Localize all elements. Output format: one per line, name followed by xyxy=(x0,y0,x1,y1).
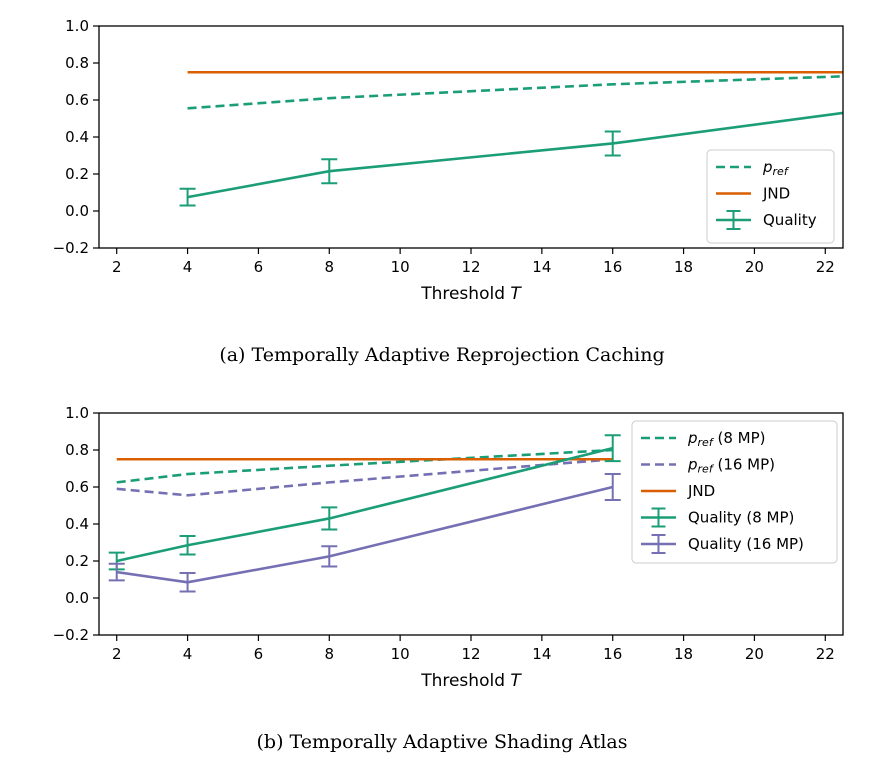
error-bar xyxy=(179,187,196,207)
y-tick-label: 0.2 xyxy=(65,552,89,570)
x-tick-label: 12 xyxy=(461,258,480,276)
error-bar xyxy=(604,473,621,501)
x-tick-label: 14 xyxy=(532,258,551,276)
x-tick-label: 12 xyxy=(461,645,480,663)
x-tick-label: 8 xyxy=(325,258,335,276)
chart-b: 2 4 6 8 10 12 14 16 18 20 22 −0.2 0.0 0.2 0.4 0.6 0.8 1.0… xyxy=(53,404,844,753)
legend: pref JND Quality xyxy=(706,149,835,244)
x-tick-label: 20 xyxy=(745,645,764,663)
error-bar xyxy=(604,434,621,463)
legend-label: pref xyxy=(762,158,790,178)
series-line-0 xyxy=(187,75,843,110)
legend-label: JND xyxy=(687,482,715,500)
error-bar xyxy=(321,506,338,531)
legend: pref (8 MP) pref (16 MP) JND Quality (8 MP)… xyxy=(631,420,838,564)
error-bar xyxy=(108,562,125,582)
legend-item: Quality xyxy=(716,210,817,230)
x-axis-label: Threshold T xyxy=(420,671,522,691)
y-tick-label: 0.2 xyxy=(65,165,89,183)
chart-a: 2 4 6 8 10 12 14 16 18 20 22 −0.2 0.0 0.2 0.4 0.6 0.8 1.0… xyxy=(53,17,844,366)
x-tick-label: 22 xyxy=(816,258,835,276)
legend-item: JND xyxy=(641,482,715,500)
y-tick-label: 0.6 xyxy=(65,91,89,109)
legend-label: pref (16 MP) xyxy=(687,456,775,476)
legend-label: Quality xyxy=(763,211,817,229)
error-bar xyxy=(321,545,338,568)
legend-label: pref (8 MP) xyxy=(687,429,765,449)
x-axis-label: Threshold T xyxy=(420,284,522,304)
y-tick-label: 0.8 xyxy=(65,54,89,72)
x-tick-label: 16 xyxy=(603,645,622,663)
x-tick-label: 20 xyxy=(745,258,764,276)
y-tick-label: 0.0 xyxy=(65,589,89,607)
y-tick-label: 0.8 xyxy=(65,441,89,459)
x-tick-label: 18 xyxy=(674,258,693,276)
legend-label: Quality (16 MP) xyxy=(688,535,804,553)
y-tick-label: 0.4 xyxy=(65,515,89,533)
legend-item: pref (8 MP) xyxy=(641,429,765,449)
legend-label: JND xyxy=(762,185,790,203)
x-tick-label: 4 xyxy=(183,258,193,276)
y-tick-label: 0.6 xyxy=(65,478,89,496)
chart-caption: (a) Temporally Adaptive Reprojection Cac… xyxy=(219,344,664,366)
legend-item: pref xyxy=(716,158,790,178)
axes-frame xyxy=(98,25,844,249)
y-tick-label: 0.4 xyxy=(65,128,89,146)
error-bar xyxy=(179,535,196,556)
series-line-2 xyxy=(187,111,843,199)
y-tick-label: −0.2 xyxy=(53,239,89,257)
plot-area xyxy=(179,70,843,207)
x-tick-label: 16 xyxy=(603,258,622,276)
x-tick-label: 18 xyxy=(674,645,693,663)
legend-item: pref (16 MP) xyxy=(641,456,775,476)
series-line-3 xyxy=(116,446,614,563)
x-tick-label: 6 xyxy=(254,258,264,276)
x-tick-label: 22 xyxy=(816,645,835,663)
legend-item: JND xyxy=(716,185,790,203)
series-line-0 xyxy=(116,448,613,484)
x-tick-label: 8 xyxy=(325,645,335,663)
legend-item: Quality (8 MP) xyxy=(641,507,794,528)
y-tick-label: −0.2 xyxy=(53,626,89,644)
y-tick-label: 1.0 xyxy=(65,17,89,35)
axes-frame xyxy=(98,412,844,636)
x-tick-label: 14 xyxy=(532,645,551,663)
series-line-1 xyxy=(116,457,613,497)
x-tick-label: 10 xyxy=(391,258,410,276)
error-bar xyxy=(179,572,196,593)
error-bar xyxy=(321,158,338,185)
y-tick-label: 0.0 xyxy=(65,202,89,220)
x-tick-label: 2 xyxy=(112,645,122,663)
chart-caption: (b) Temporally Adaptive Shading Atlas xyxy=(257,731,628,753)
legend-item: Quality (16 MP) xyxy=(641,534,804,554)
x-tick-label: 4 xyxy=(183,645,193,663)
legend-box xyxy=(631,420,838,564)
plot-area xyxy=(108,434,621,593)
error-bar xyxy=(604,130,621,157)
x-tick-label: 2 xyxy=(112,258,122,276)
series-line-4 xyxy=(116,485,614,584)
x-tick-label: 6 xyxy=(254,645,264,663)
legend-label: Quality (8 MP) xyxy=(688,509,794,527)
y-tick-label: 1.0 xyxy=(65,404,89,422)
x-tick-label: 10 xyxy=(391,645,410,663)
